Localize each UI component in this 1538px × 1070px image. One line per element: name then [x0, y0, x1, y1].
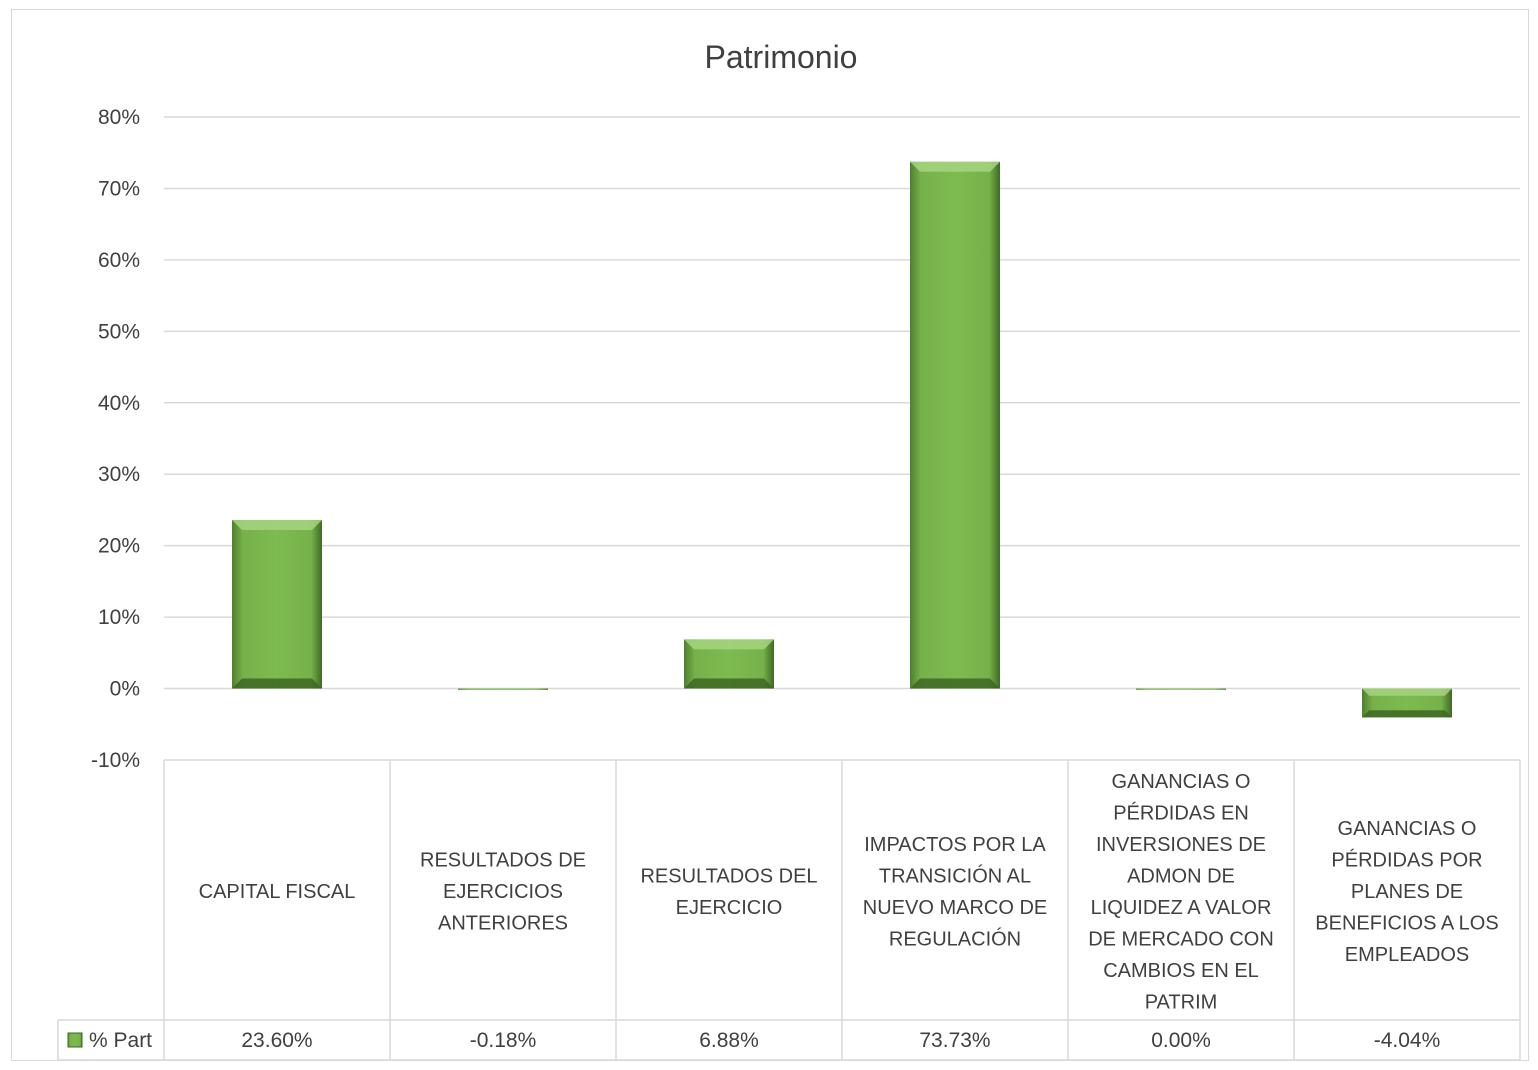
bar-bevel-top: [684, 639, 774, 650]
chart-title: Patrimonio: [705, 39, 858, 75]
bar: [1136, 688, 1226, 690]
bar: [458, 688, 548, 690]
y-tick-label: 0%: [110, 678, 140, 701]
y-tick-label: 50%: [98, 320, 140, 343]
bar-group: [684, 639, 774, 689]
x-category-label: GANANCIAS O PÉRDIDAS POR PLANES DE BENEFICI…: [1315, 818, 1498, 966]
bar-group: [1362, 688, 1452, 718]
data-value-label: -0.18%: [470, 1029, 537, 1052]
legend-key: [67, 1032, 83, 1048]
data-value-label: 73.73%: [919, 1029, 990, 1052]
x-category-label: IMPACTOS POR LA TRANSICIÓN AL NUEVO MARCO …: [863, 834, 1047, 951]
data-value-label: 23.60%: [241, 1029, 312, 1052]
bar-group: [458, 688, 548, 690]
x-category-label: CAPITAL FISCAL: [199, 881, 356, 903]
x-category-label: RESULTADOS DE EJERCICIOS ANTERIORES: [420, 850, 586, 935]
y-tick-label: 70%: [98, 177, 140, 200]
bar-bevel-bottom: [1362, 710, 1452, 718]
bar-group: [910, 161, 1000, 689]
y-tick-label: 30%: [98, 463, 140, 486]
y-axis: 80% 70% 60% 50% 40% 30% 20% 10% 0% -10%: [91, 106, 140, 772]
y-tick-label: -10%: [91, 749, 140, 772]
y-tick-label: 40%: [98, 392, 140, 415]
bar-bevel-bottom: [232, 678, 322, 689]
gridlines: [164, 116, 1520, 690]
y-tick-label: 20%: [98, 535, 140, 558]
data-value-label: 6.88%: [699, 1029, 759, 1052]
data-table: CAPITAL FISCAL RESULTADOS DE EJERCICIOS ANT…: [57, 759, 1521, 1061]
bar-bevel-top: [1362, 688, 1452, 696]
bars: [232, 161, 1452, 718]
data-value-label: -4.04%: [1374, 1029, 1441, 1052]
bar-bevel-top: [910, 161, 1000, 172]
x-category-label: GANANCIAS O PÉRDIDAS EN INVERSIONES DE ADMO…: [1088, 771, 1274, 1014]
legend-label: % Part: [89, 1029, 152, 1052]
y-tick-label: 10%: [98, 606, 140, 629]
bar-group: [1136, 688, 1226, 690]
bar-bevel-bottom: [684, 678, 774, 689]
y-tick-label: 80%: [98, 106, 140, 129]
x-category-label: RESULTADOS DEL EJERCICIO: [640, 865, 817, 919]
data-value-label: 0.00%: [1151, 1029, 1211, 1052]
bar: [910, 161, 1000, 689]
bar-group: [232, 519, 322, 689]
bar-bevel-bottom: [910, 678, 1000, 689]
bar-bevel-top: [232, 519, 322, 530]
bar: [232, 519, 322, 689]
y-tick-label: 60%: [98, 249, 140, 272]
